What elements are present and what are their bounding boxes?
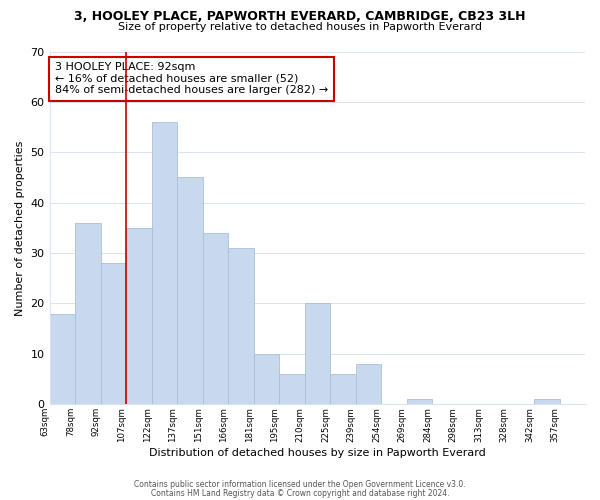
Bar <box>534 400 560 404</box>
Bar <box>152 122 177 405</box>
Bar <box>50 314 75 404</box>
Bar <box>203 233 228 404</box>
Text: 3 HOOLEY PLACE: 92sqm
← 16% of detached houses are smaller (52)
84% of semi-deta: 3 HOOLEY PLACE: 92sqm ← 16% of detached … <box>55 62 328 96</box>
X-axis label: Distribution of detached houses by size in Papworth Everard: Distribution of detached houses by size … <box>149 448 485 458</box>
Text: Contains public sector information licensed under the Open Government Licence v3: Contains public sector information licen… <box>134 480 466 489</box>
Bar <box>228 248 254 404</box>
Bar <box>407 400 432 404</box>
Text: 3, HOOLEY PLACE, PAPWORTH EVERARD, CAMBRIDGE, CB23 3LH: 3, HOOLEY PLACE, PAPWORTH EVERARD, CAMBR… <box>74 10 526 23</box>
Bar <box>305 304 330 404</box>
Text: Size of property relative to detached houses in Papworth Everard: Size of property relative to detached ho… <box>118 22 482 32</box>
Bar <box>126 228 152 404</box>
Bar <box>75 223 101 404</box>
Bar <box>330 374 356 404</box>
Bar <box>356 364 381 405</box>
Bar <box>177 178 203 404</box>
Bar <box>101 263 126 404</box>
Y-axis label: Number of detached properties: Number of detached properties <box>15 140 25 316</box>
Bar <box>279 374 305 404</box>
Bar <box>254 354 279 405</box>
Text: Contains HM Land Registry data © Crown copyright and database right 2024.: Contains HM Land Registry data © Crown c… <box>151 488 449 498</box>
